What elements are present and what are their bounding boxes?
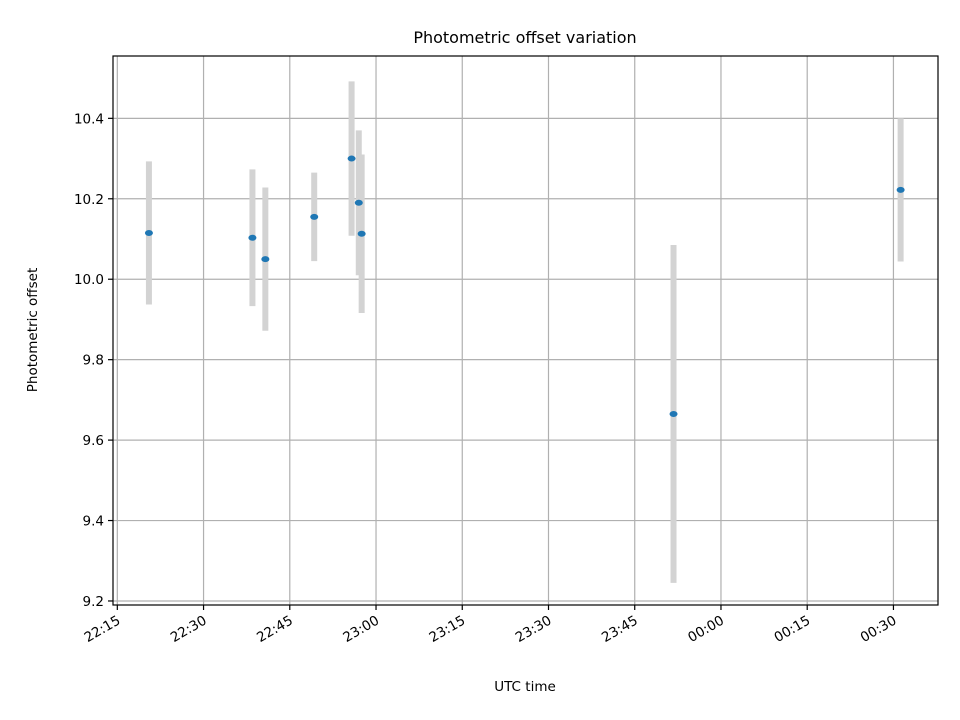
x-axis-label: UTC time [494, 679, 556, 695]
y-tick-label: 10.4 [74, 111, 104, 127]
y-tick-label: 9.4 [83, 514, 104, 530]
y-tick-label: 10.0 [74, 272, 104, 288]
data-point [357, 230, 366, 237]
data-point [354, 199, 363, 206]
y-tick-label: 9.6 [83, 433, 104, 449]
data-point [669, 410, 678, 417]
y-tick-label: 10.2 [74, 192, 104, 208]
data-point [896, 186, 905, 193]
data-point [347, 155, 356, 162]
data-point [261, 256, 270, 263]
data-points [144, 155, 905, 417]
data-point [248, 234, 257, 241]
data-point [310, 213, 319, 220]
y-tick-label: 9.2 [83, 594, 104, 610]
y-tick-label: 9.8 [83, 353, 104, 369]
chart-title: Photometric offset variation [413, 28, 636, 47]
data-point [144, 229, 153, 236]
plot-frame [112, 55, 939, 606]
y-axis-label: Photometric offset [25, 268, 41, 392]
